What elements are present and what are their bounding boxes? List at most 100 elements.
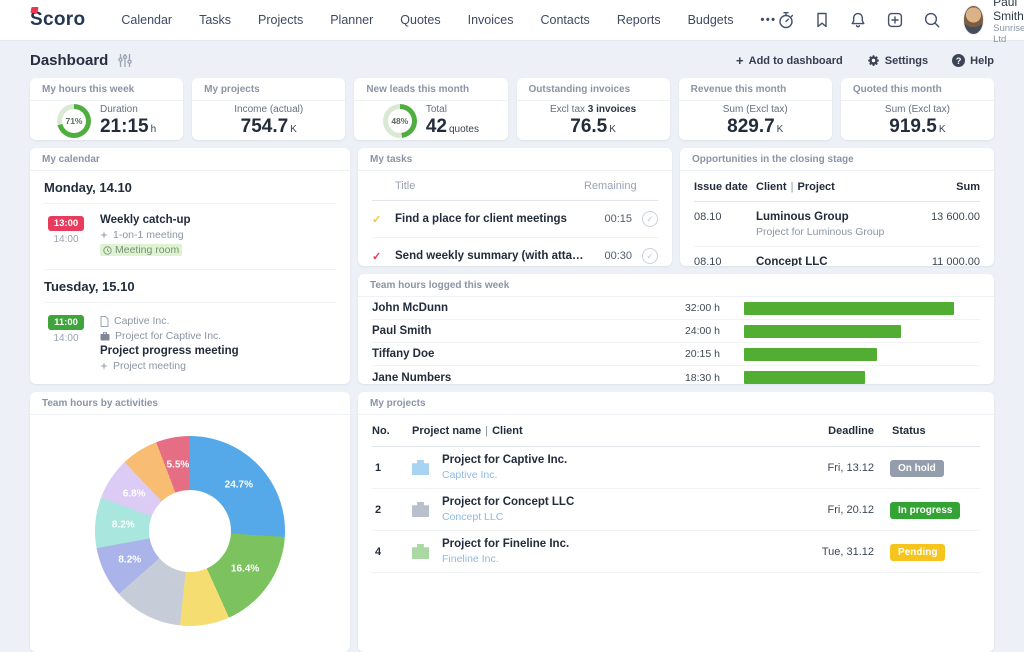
nav-item-planner[interactable]: Planner [330,13,374,27]
column-remaining: Remaining [584,180,637,192]
event-title: Weekly catch-up [100,214,191,226]
scoro-logo[interactable]: Scoro [30,7,85,31]
donut-slice-label: 6.8% [122,488,146,500]
column-name-client: Project name | Client [412,425,523,437]
opportunity-row[interactable]: 08.10 Concept LLC Project for Concept LL… [694,247,980,266]
nav-item-calendar[interactable]: Calendar [121,13,173,27]
kpi-card-title: Outstanding invoices [516,78,670,101]
projects-column-headers: No. Project name | Client Deadline Statu… [372,415,980,447]
kpi-metric-label-bold: 3 invoices [587,104,637,116]
kpi-metric-label: Sum (Excl tax) [884,104,950,116]
sliders-icon[interactable] [118,54,133,67]
project-number: 2 [375,503,382,516]
event-client: Captive Inc. [100,315,239,327]
search-icon[interactable] [923,11,941,29]
main-menu: Calendar Tasks Projects Planner Quotes I… [121,13,776,27]
nav-item-contacts[interactable]: Contacts [540,13,590,27]
project-briefcase-icon [412,460,429,475]
stopwatch-icon[interactable] [777,11,795,29]
help-button[interactable]: ? Help [952,54,994,67]
column-deadline: Deadline [828,425,874,437]
bell-icon[interactable] [849,11,867,29]
team-hours-row[interactable]: Jane Numbers 18:30 h [372,366,980,384]
mark-done-icon[interactable]: ✓ [642,248,658,264]
project-client-link[interactable]: Concept LLC [442,511,504,523]
hours-bar [744,371,866,384]
member-name: Jane Numbers [372,371,452,384]
task-remaining-time: 00:15 [604,213,632,225]
member-hours: 18:30 h [684,371,720,384]
nav-item-quotes[interactable]: Quotes [400,13,441,27]
project-deadline: Tue, 31.12 [821,545,874,558]
task-type-check-icon: ✓ [372,250,382,263]
my-projects-panel: My projects No. Project name | Client De… [358,392,994,652]
column-sum: Sum [956,181,980,193]
progress-ring-label: 71% [61,109,86,133]
nav-item-tasks[interactable]: Tasks [199,13,232,27]
add-to-dashboard-button[interactable]: + Add to dashboard [736,53,843,68]
kpi-card-my-hours[interactable]: My hours this week 71% Duration 21:15 h [30,78,184,140]
project-row[interactable]: 4 Project for Fineline Inc. Fineline Inc… [372,531,980,573]
kpi-value: 21:15 h [99,115,157,137]
dashboard-header: Dashboard + Add to dashboard Settings ? … [0,41,1024,78]
panel-title: My projects [358,392,994,415]
donut-hole [149,490,231,572]
progress-ring: 48% [382,104,417,138]
project-row[interactable]: 2 Project for Concept LLC Concept LLC Fr… [372,489,980,531]
calendar-event[interactable]: 13:00 14:00 Weekly catch-up 1-on-1 meeti… [44,203,336,270]
plus-square-icon[interactable] [886,11,904,29]
kpi-unit: K [290,123,297,135]
project-row[interactable]: 1 Project for Captive Inc. Captive Inc. … [372,447,980,489]
status-badge: In progress [890,502,961,519]
nav-item-budgets[interactable]: Budgets [687,13,734,27]
event-end-time: 14:00 [53,333,79,344]
column-no: No. [372,425,390,437]
event-start-badge: 11:00 [48,315,84,330]
kpi-card-outstanding-invoices[interactable]: Outstanding invoices Excl tax 3 invoices… [516,78,670,140]
kpi-unit: K [609,123,616,135]
kpi-card-quoted[interactable]: Quoted this month Sum (Excl tax) 919.5 K [840,78,994,140]
kpi-metric-label: Sum (Excl tax) [722,104,788,116]
hours-bar [744,347,877,361]
opportunity-row[interactable]: 08.10 Luminous Group Project for Luminou… [694,202,980,247]
calendar-event[interactable]: 11:00 14:00 Captive Inc. Project for Cap… [44,302,336,384]
column-title: Title [395,180,416,192]
logo-accent-mark [30,7,39,13]
kpi-value: 76.5 K [570,115,616,137]
nav-item-invoices[interactable]: Invoices [467,13,514,27]
event-room: Meeting room [100,244,191,256]
panel-title: Team hours by activities [30,392,350,415]
nav-item-reports[interactable]: Reports [616,13,661,27]
donut-slice-label: 24.7% [224,479,254,491]
team-hours-row[interactable]: John McDunn 32:00 h [372,297,980,320]
kpi-card-revenue[interactable]: Revenue this month Sum (Excl tax) 829.7 K [678,78,832,140]
gear-icon [867,54,880,67]
task-row[interactable]: ✓ Find a place for client meetings 00:15… [372,201,658,238]
settings-button[interactable]: Settings [867,54,928,67]
kpi-metric-label: Duration [99,104,138,116]
kpi-card-title: Revenue this month [678,78,832,101]
user-company: Sunrise Ltd [993,23,1024,46]
project-client-link[interactable]: Fineline Inc. [442,553,499,565]
team-hours-row[interactable]: Tiffany Doe 20:15 h [372,343,980,366]
nav-item-projects[interactable]: Projects [258,13,304,27]
mark-done-icon[interactable]: ✓ [642,211,658,227]
user-menu[interactable]: Paul Smith Sunrise Ltd [962,0,1024,46]
task-remaining-time: 00:30 [604,250,632,262]
project-client-link[interactable]: Captive Inc. [442,469,498,481]
task-row[interactable]: ✓ Send weekly summary (with attache... 0… [372,238,658,266]
kpi-value: 919.5 K [889,115,946,137]
kpi-unit: K [938,123,946,135]
team-hours-row[interactable]: Paul Smith 24:00 h [372,320,980,343]
avatar[interactable] [962,5,985,35]
kpi-value: 829.7 K [727,115,784,137]
bookmark-icon[interactable] [814,11,830,29]
more-menu-icon[interactable]: ••• [760,14,777,26]
kpi-card-new-leads[interactable]: New leads this month 48% Total 42 quotes [354,78,508,140]
donut-slice-label: 8.2% [111,519,135,531]
kpi-card-my-projects[interactable]: My projects Income (actual) 754.7 K [192,78,346,140]
kpi-card-title: My projects [192,78,346,101]
add-to-dashboard-label: Add to dashboard [748,54,843,67]
kpi-unit: h [150,123,157,135]
calendar-day-heading: Monday, 14.10 [44,180,132,195]
